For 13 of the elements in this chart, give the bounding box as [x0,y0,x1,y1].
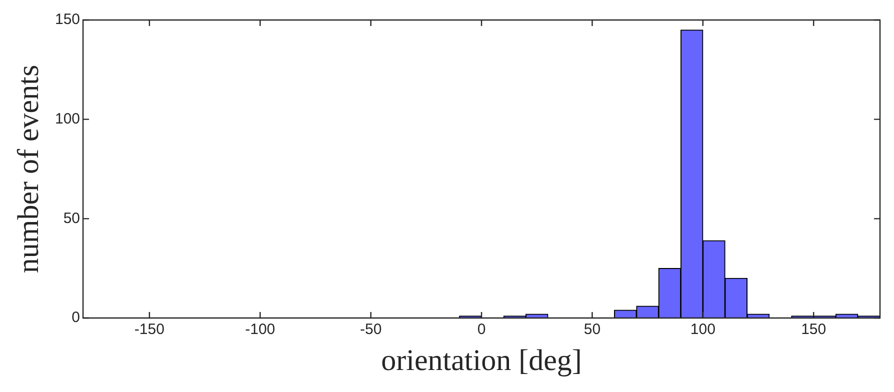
y-tick-label: 50 [63,210,80,227]
x-tick-label: -150 [134,321,164,338]
y-tick-label: 0 [72,309,80,326]
x-tick-label: -50 [360,321,382,338]
x-tick-label: 0 [477,321,486,338]
x-tick-label: 150 [801,321,826,338]
y-tick-label: 100 [54,110,80,128]
y-tick-label: 150 [54,11,80,28]
x-axis-title: orientation [deg] [381,344,582,377]
y-axis-title: number of events [12,64,45,274]
x-tick-label: 50 [584,321,601,338]
x-tick-label: 100 [690,321,716,338]
x-tick-label: -100 [245,321,276,338]
